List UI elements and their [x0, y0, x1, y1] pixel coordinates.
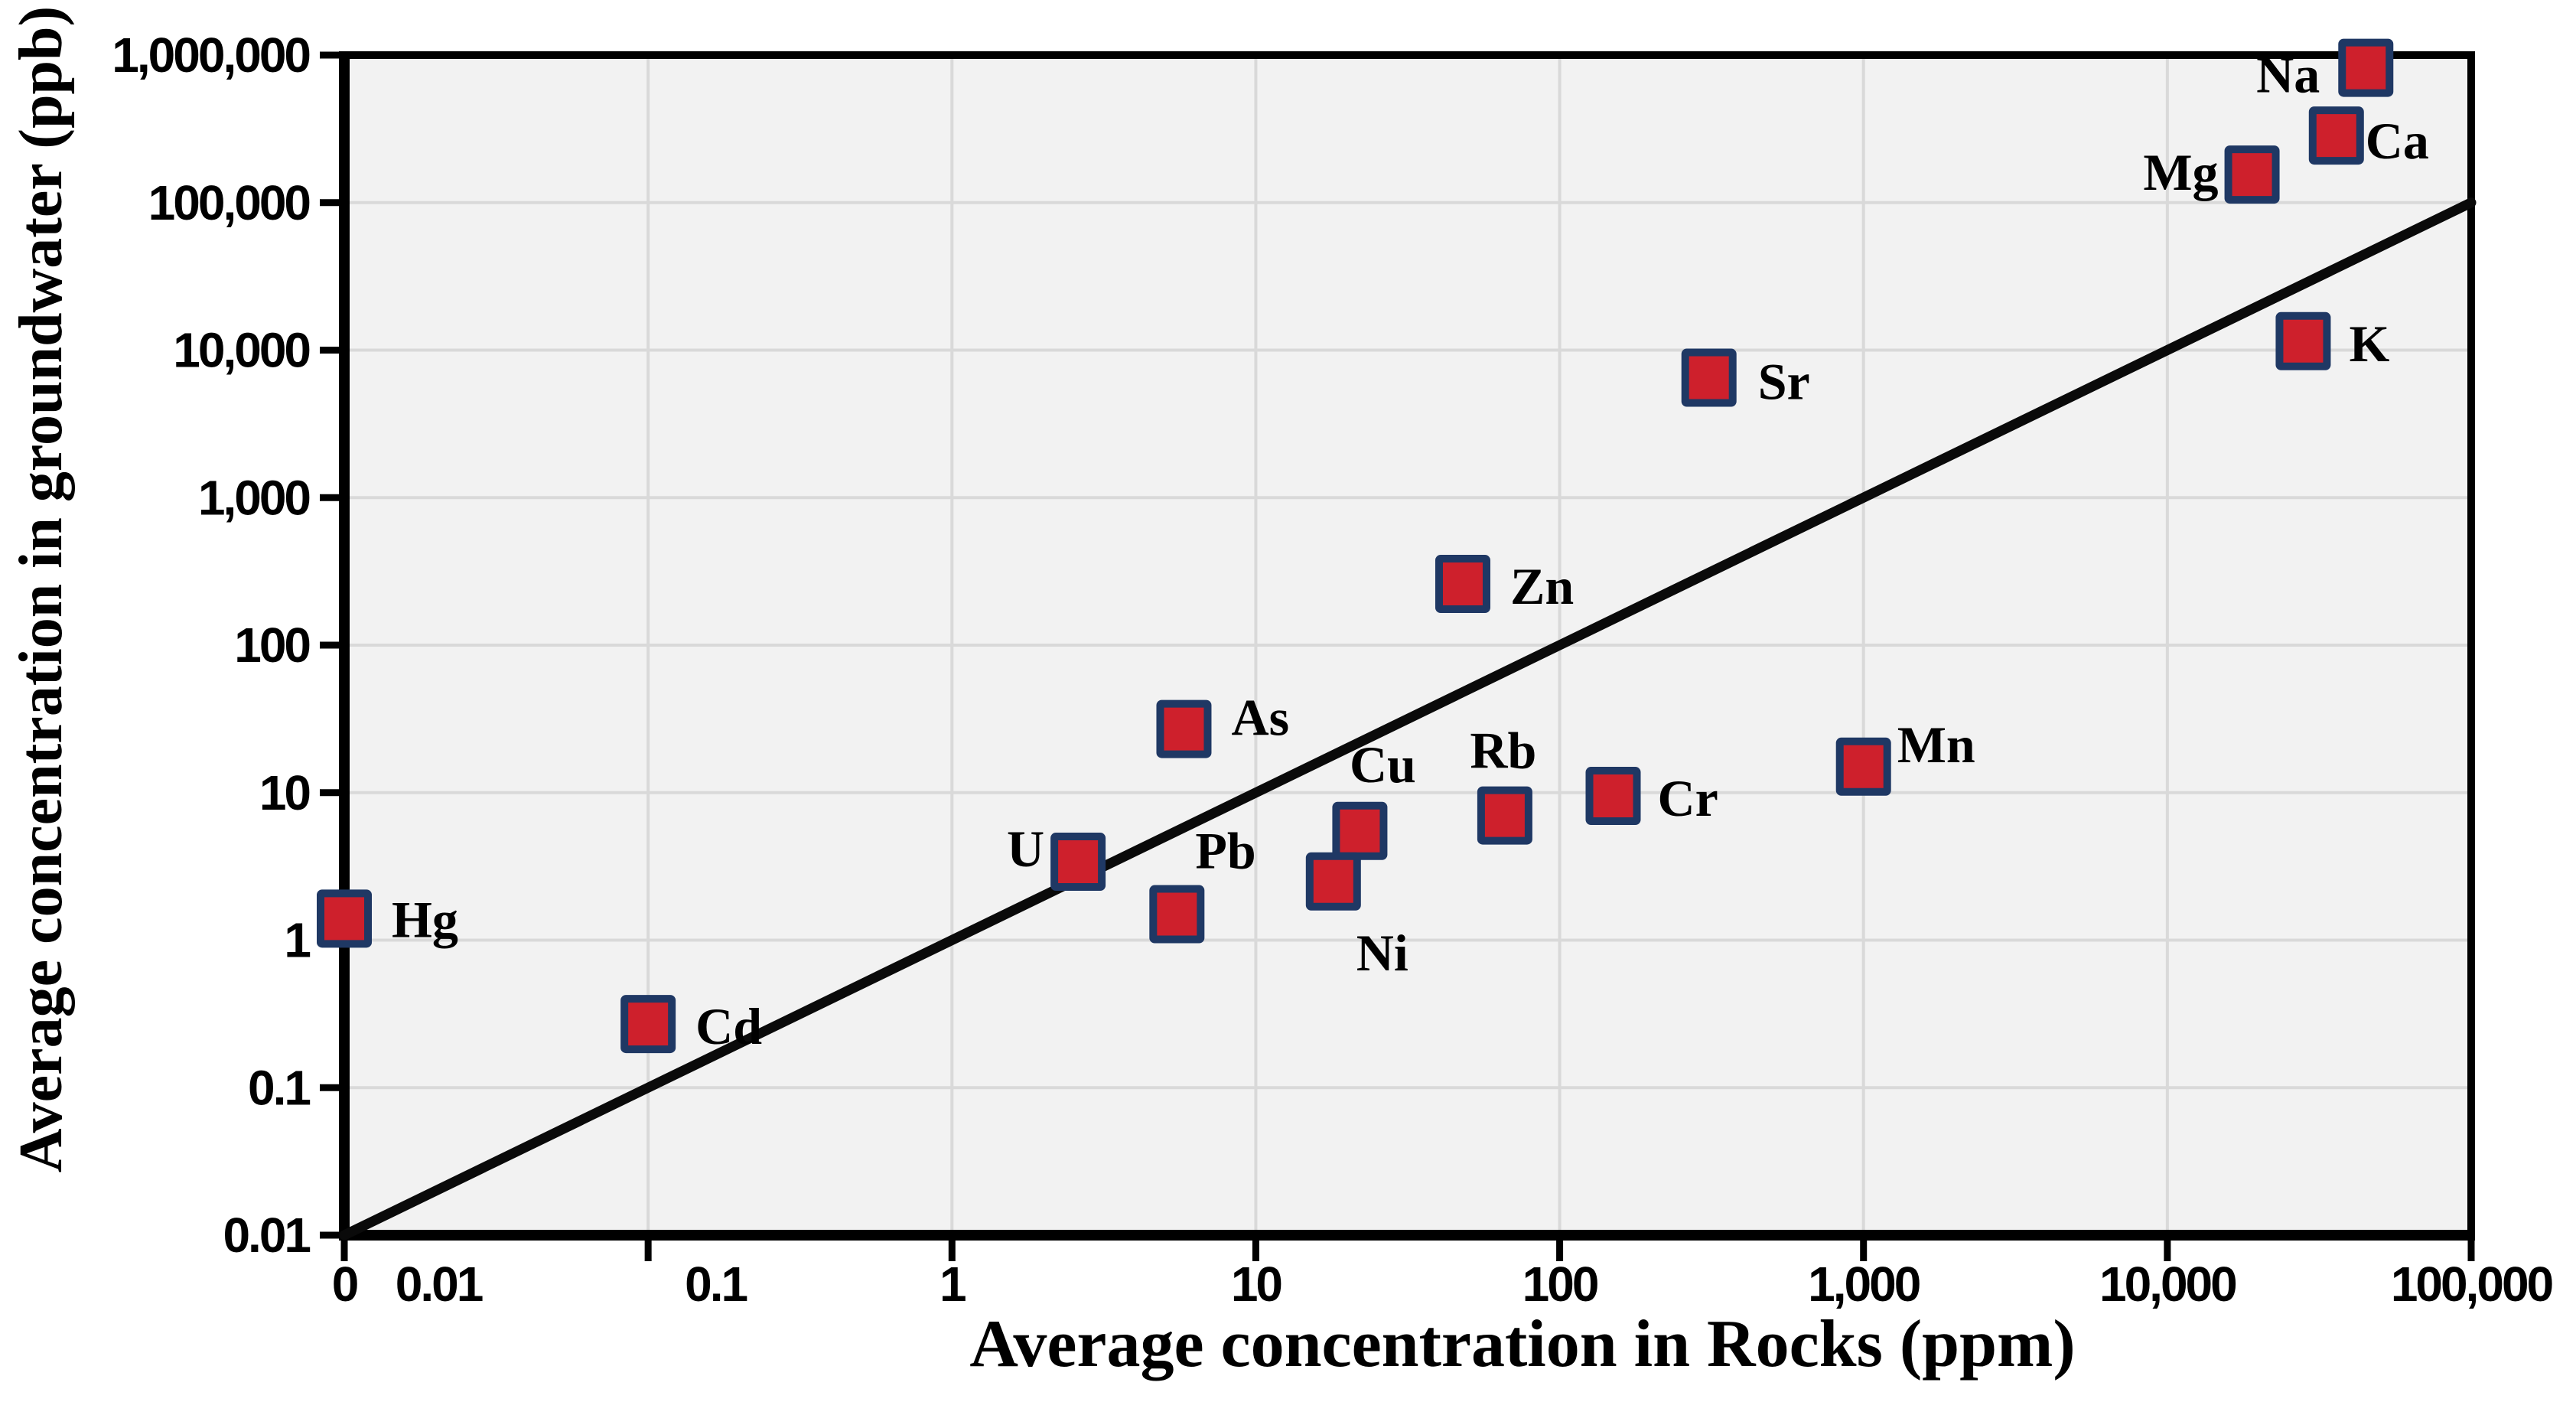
y-tick-label: 1,000 [198, 470, 310, 525]
marker-Mn [1835, 737, 1891, 796]
point-label-U: U [1007, 820, 1044, 878]
gridlines-group [344, 55, 2471, 1235]
x-tick-label: 0.1 [685, 1257, 747, 1312]
point-label-Zn: Zn [1510, 557, 1574, 615]
ticks-group: 0 0.01 0.1 1 10 100 1,000 10,000 100,000 0.01 0.1 1… [112, 28, 2554, 1312]
x-tick-label: 0 [332, 1257, 357, 1312]
marker-Rb [1477, 786, 1532, 845]
y-tick-label: 1 [284, 913, 310, 968]
y-tick-label: 0.01 [223, 1208, 310, 1263]
point-label-Mn: Mn [1897, 716, 1975, 774]
point-label-Cd: Cd [695, 997, 762, 1055]
point-label-Pb: Pb [1195, 822, 1255, 880]
point-label-Cu: Cu [1350, 735, 1416, 794]
x-tick-label: 0.01 [396, 1257, 483, 1312]
marker-Sr [1681, 348, 1737, 407]
marker-Hg [317, 889, 372, 948]
marker-Na [2338, 38, 2394, 97]
y-axis-title: Average concentration in groundwater (pp… [8, 6, 75, 1172]
marker-Cd [620, 995, 676, 1054]
y-tick-label: 100,000 [148, 175, 310, 230]
x-tick-label: 1,000 [1808, 1257, 1920, 1312]
x-tick-label: 100 [1522, 1257, 1597, 1312]
point-label-Ni: Ni [1356, 924, 1408, 982]
x-tick-label: 1 [940, 1257, 966, 1312]
y-tick-label: 10,000 [173, 323, 309, 378]
x-tick-label: 100,000 [2391, 1257, 2552, 1312]
y-tick-label: 10 [259, 765, 310, 820]
marker-Ca [2308, 106, 2364, 165]
point-label-Mg: Mg [2143, 143, 2218, 201]
points-group: Hg Cd U Pb As Cu Ni Rb Cr Zn Sr Mn K Mg Ca Na [317, 38, 2429, 1055]
point-label-Hg: Hg [392, 890, 458, 948]
marker-Cu [1332, 801, 1388, 860]
marker-Cr [1585, 767, 1641, 826]
marker-Pb [1149, 885, 1205, 944]
reference-line [339, 197, 2477, 1241]
x-tick-label: 10,000 [2099, 1257, 2236, 1312]
y-tick-label: 1,000,000 [112, 28, 309, 83]
x-tick-label: 10 [1231, 1257, 1281, 1312]
point-label-As: As [1231, 689, 1289, 747]
marker-As [1156, 699, 1212, 758]
point-label-Rb: Rb [1470, 722, 1536, 780]
y-tick-label: 100 [234, 618, 309, 673]
marker-Ni [1305, 852, 1361, 911]
marker-Mg [2224, 145, 2280, 204]
x-axis-title: Average concentration in Rocks (ppm) [969, 1307, 2075, 1381]
plot-render-root: 0 0.01 0.1 1 10 100 1,000 10,000 100,000 0.01 0.1 1… [112, 28, 2554, 1312]
y-tick-label: 0.1 [248, 1060, 310, 1115]
marker-U [1050, 833, 1106, 892]
point-label-Ca: Ca [2366, 112, 2429, 170]
marker-Zn [1435, 555, 1490, 614]
point-label-K: K [2349, 315, 2389, 373]
point-label-Sr: Sr [1758, 353, 1810, 411]
marker-K [2275, 311, 2331, 370]
point-label-Cr: Cr [1658, 769, 1718, 827]
point-label-Na: Na [2256, 46, 2320, 104]
